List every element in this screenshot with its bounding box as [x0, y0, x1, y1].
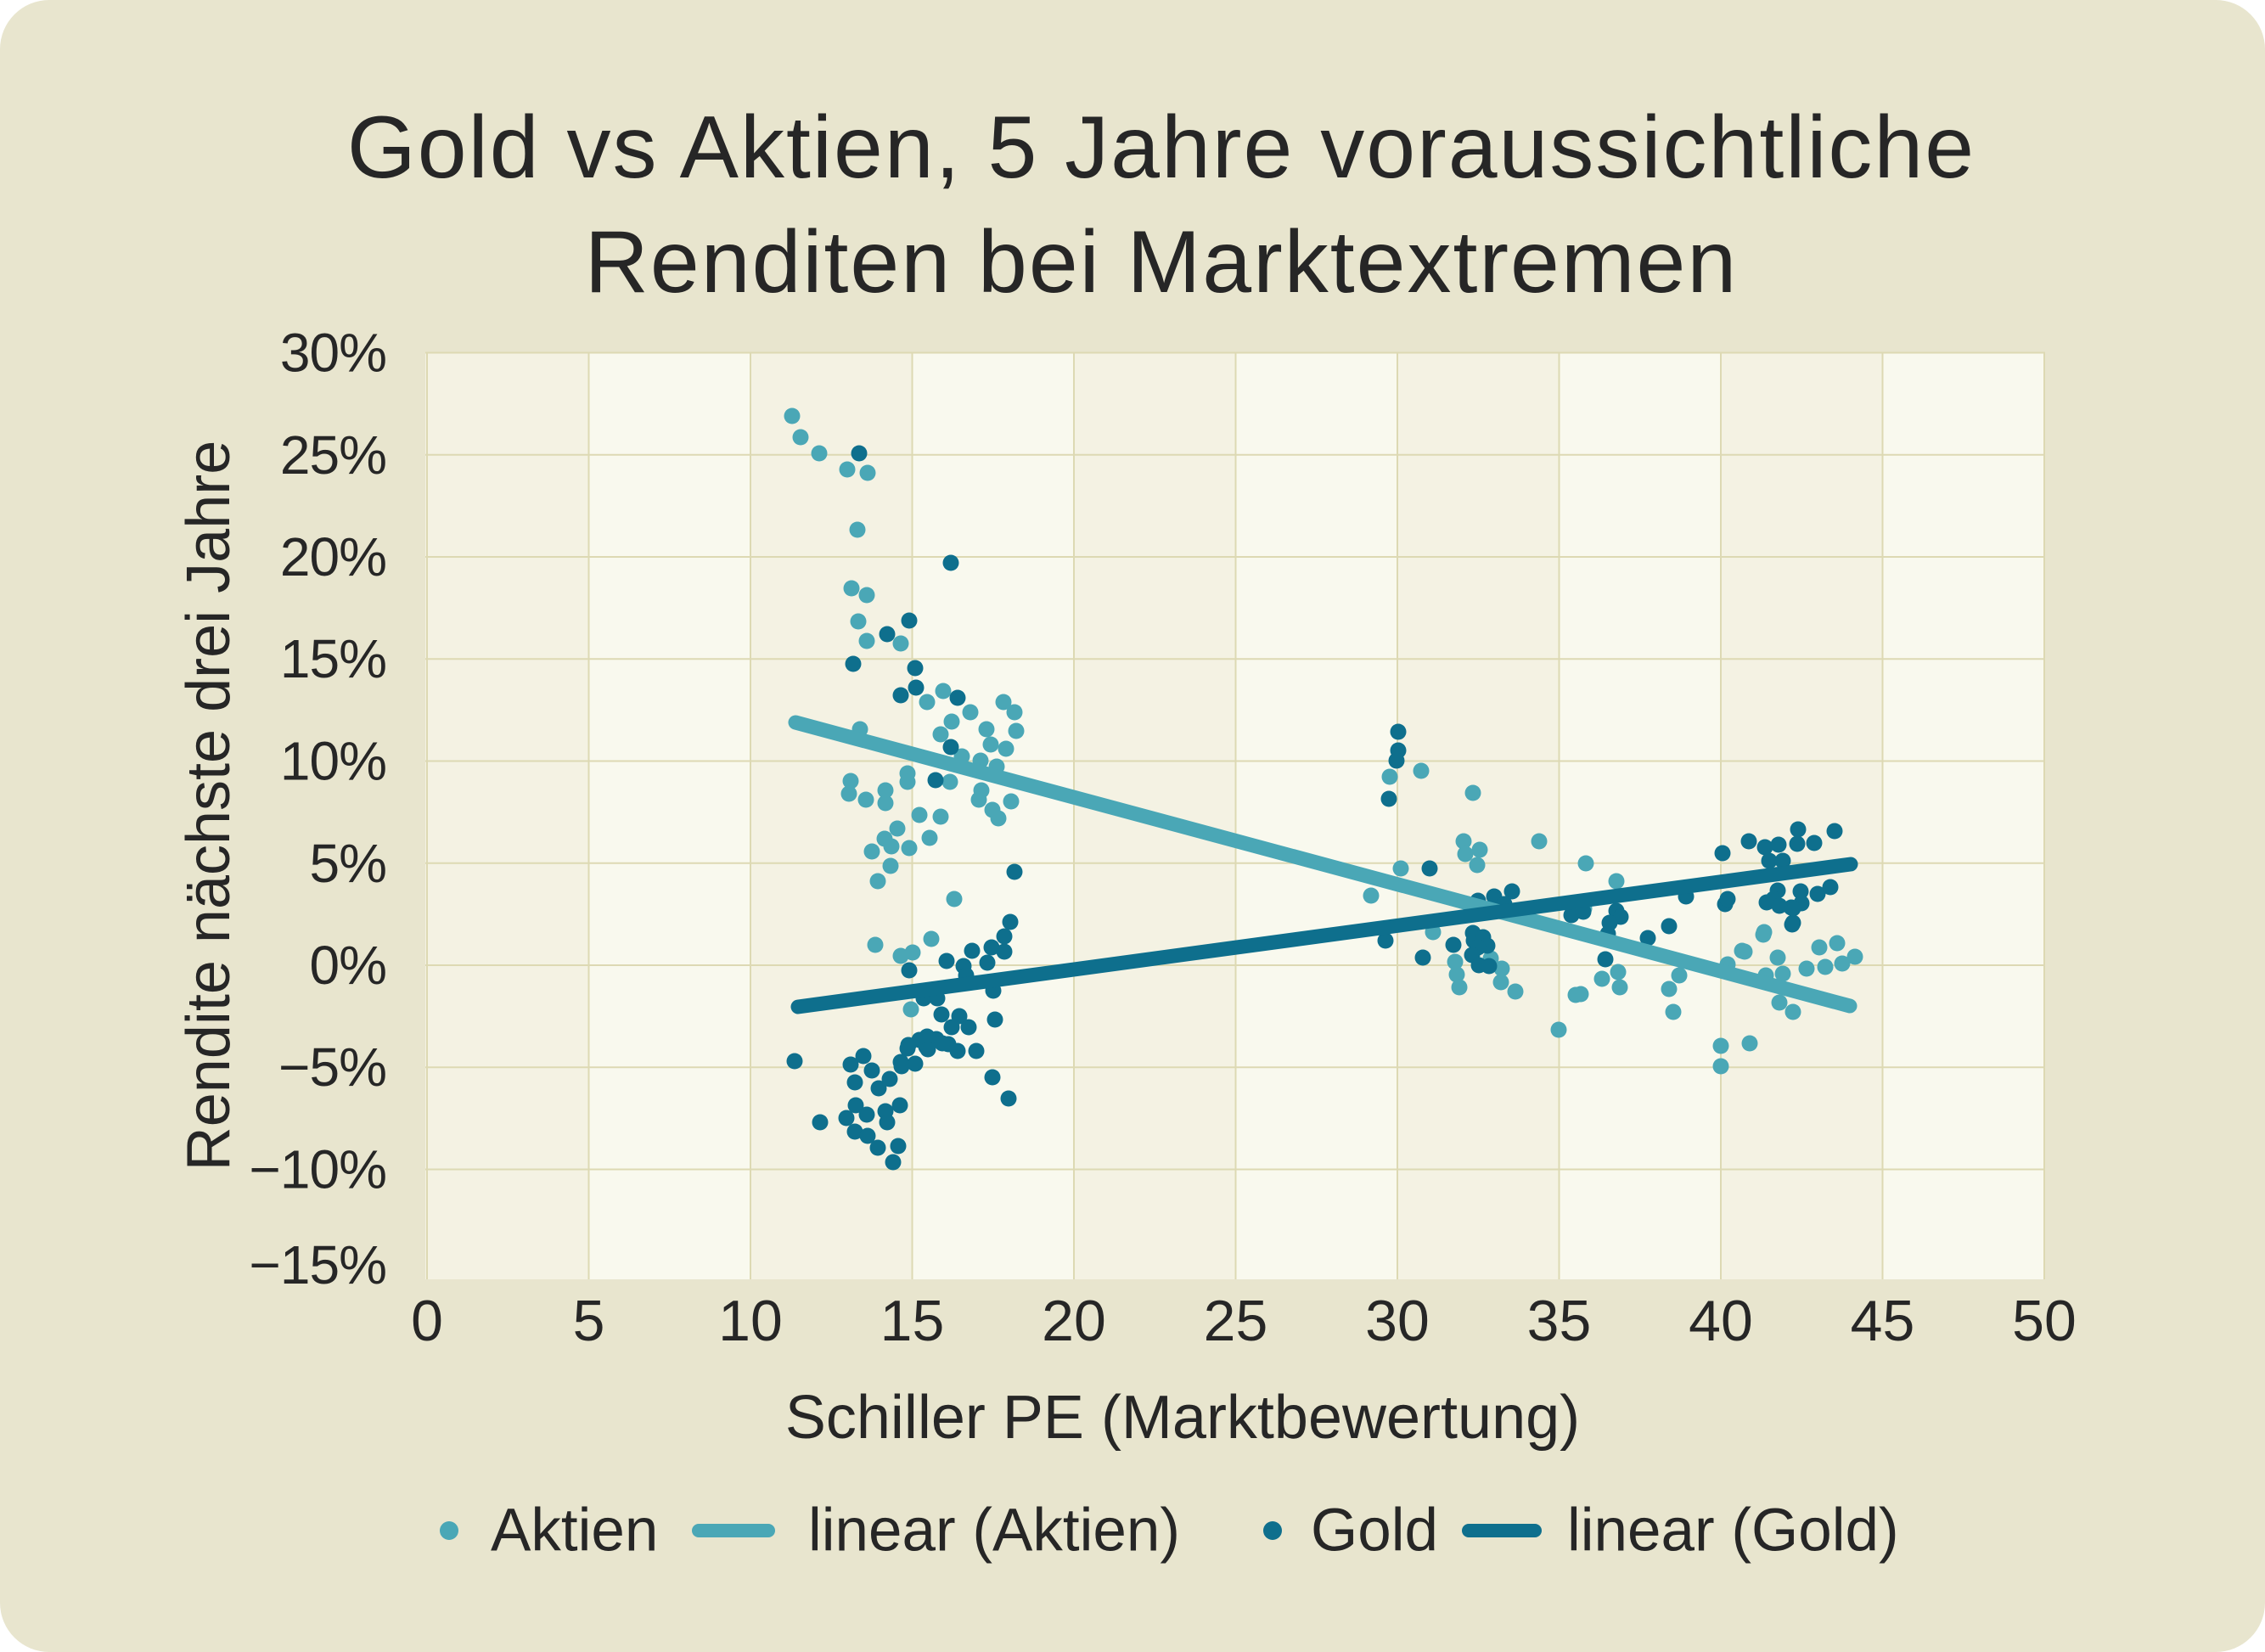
svg-text:45: 45 [1851, 1289, 1915, 1353]
svg-text:−10%: −10% [250, 1139, 386, 1200]
svg-text:Rendite nächste drei Jahre: Rendite nächste drei Jahre [175, 441, 243, 1172]
svg-text:Schiller PE (Marktbewertung): Schiller PE (Marktbewertung) [785, 1384, 1580, 1452]
svg-text:30%: 30% [280, 323, 386, 384]
svg-text:10%: 10% [280, 731, 386, 792]
svg-text:Gold vs Aktien, 5 Jahre voraus: Gold vs Aktien, 5 Jahre voraussichtliche [347, 98, 1976, 197]
svg-text:Renditen bei Marktextremen: Renditen bei Marktextremen [585, 213, 1738, 312]
svg-text:−5%: −5% [278, 1037, 386, 1098]
svg-text:20%: 20% [280, 526, 386, 587]
svg-text:30: 30 [1365, 1289, 1430, 1353]
svg-text:0%: 0% [310, 935, 387, 996]
svg-text:10: 10 [718, 1289, 783, 1353]
svg-text:15%: 15% [280, 628, 386, 689]
svg-text:15: 15 [880, 1289, 945, 1353]
svg-text:Gold: Gold [1311, 1497, 1438, 1565]
svg-text:linear (Gold): linear (Gold) [1567, 1497, 1899, 1565]
svg-text:linear (Aktien): linear (Aktien) [808, 1497, 1180, 1565]
svg-text:40: 40 [1689, 1289, 1753, 1353]
svg-text:25: 25 [1204, 1289, 1268, 1353]
svg-text:50: 50 [2012, 1289, 2077, 1353]
svg-text:Aktien: Aktien [491, 1497, 658, 1565]
svg-text:−15%: −15% [250, 1234, 386, 1295]
svg-text:20: 20 [1042, 1289, 1106, 1353]
svg-text:5: 5 [573, 1289, 605, 1353]
svg-text:25%: 25% [280, 424, 386, 486]
svg-text:0: 0 [411, 1289, 443, 1353]
svg-text:35: 35 [1527, 1289, 1592, 1353]
svg-text:5%: 5% [310, 833, 387, 894]
